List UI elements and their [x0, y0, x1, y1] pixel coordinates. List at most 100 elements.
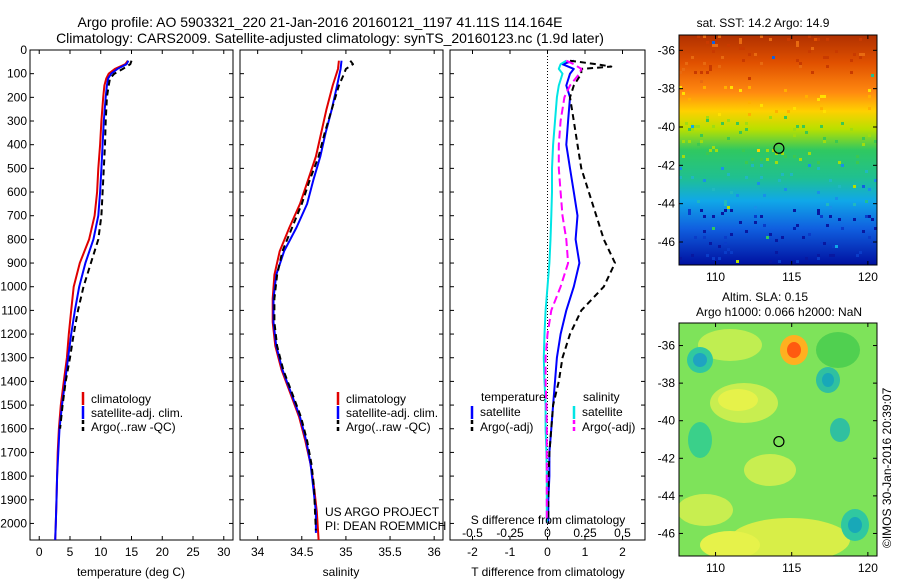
legend-s-argo-label: Argo(-adj)	[582, 420, 635, 434]
sst-pixel	[760, 62, 763, 65]
sst-pixel	[853, 203, 856, 206]
sst-map-frame	[678, 34, 878, 266]
series-line-argo-raw-qc-	[59, 60, 133, 429]
sst-pixel	[868, 107, 871, 110]
sst-pixel	[745, 230, 748, 233]
sst-pixel	[769, 38, 772, 41]
sst-pixel	[721, 212, 724, 215]
sst-pixel	[745, 122, 748, 125]
sst-pixel	[874, 140, 877, 143]
sst-pixel	[730, 209, 733, 212]
sst-pixel	[685, 122, 688, 125]
x-tick-label: 2	[619, 545, 626, 559]
sst-pixel	[856, 161, 859, 164]
sst-pixel	[799, 65, 802, 68]
sst-pixel	[805, 257, 808, 260]
depth-tick-label: 100	[7, 67, 27, 81]
sst-pixel	[817, 161, 820, 164]
x-tick-label: 20	[156, 545, 170, 559]
sst-pixel	[679, 257, 682, 260]
salinity-depth-ticks	[240, 49, 443, 524]
sst-pixel	[712, 125, 715, 128]
sst-pixel	[832, 245, 835, 248]
sla-map-panel: Altim. SLA: 0.15 Argo h1000: 0.066 h2000…	[658, 290, 879, 575]
sst-pixel	[820, 95, 823, 98]
sst-pixel	[763, 194, 766, 197]
legend-t-satellite-label: satellite	[480, 405, 521, 419]
sst-pixel	[769, 260, 772, 263]
difference-legend: temperature salinity satellite Argo(-adj…	[470, 390, 635, 434]
sst-pixel	[862, 230, 865, 233]
x-tick-label: 1	[582, 545, 589, 559]
sst-pixel	[817, 167, 820, 170]
depth-tick-label: 1600	[0, 422, 27, 436]
sst-pixel	[838, 218, 841, 221]
sst-pixel	[763, 224, 766, 227]
sst-pixel	[823, 56, 826, 59]
difference-panel: -2 -1 0 1 2 S difference from climatology -0…	[449, 49, 646, 579]
sst-pixel	[730, 233, 733, 236]
salinity-series	[271, 60, 354, 541]
argo-float-location-marker	[773, 142, 785, 154]
sst-pixel	[694, 125, 697, 128]
sst-pixel	[829, 179, 832, 182]
s-difference-ticks: -0.5 -0.25 0 0.25 0.5	[462, 526, 631, 540]
sst-pixel	[766, 158, 769, 161]
sst-pixel	[802, 236, 805, 239]
sst-pixel	[682, 92, 685, 95]
sst-pixel	[799, 158, 802, 161]
sst-pixel	[718, 65, 721, 68]
sst-pixel	[808, 35, 811, 38]
sst-pixel	[745, 128, 748, 131]
sst-pixel	[694, 71, 697, 74]
sst-pixel	[784, 116, 787, 119]
sst-pixel	[739, 221, 742, 224]
sst-pixel	[736, 194, 739, 197]
legend-s-satellite-label: satellite	[582, 405, 623, 419]
series-line-argo-adj-	[544, 59, 583, 524]
depth-tick-label: 1300	[0, 351, 27, 365]
sst-pixel	[772, 149, 775, 152]
lat-tick-label: -36	[658, 43, 676, 57]
sst-pixel	[688, 209, 691, 212]
sst-pixel	[790, 173, 793, 176]
lat-tick-label: -44	[658, 197, 676, 211]
sst-pixel	[697, 125, 700, 128]
sst-pixel	[829, 254, 832, 257]
legend-argo-label: Argo(..raw -QC)	[346, 420, 431, 434]
x-tick-label: 0	[544, 545, 551, 559]
depth-tick-label: 1200	[0, 327, 27, 341]
sst-pixel	[688, 128, 691, 131]
sst-pixel	[784, 155, 787, 158]
sst-map-title: sat. SST: 14.2 Argo: 14.9	[697, 16, 830, 30]
sst-pixel	[865, 200, 868, 203]
sst-pixel	[823, 242, 826, 245]
sst-pixel	[775, 152, 778, 155]
sst-pixel	[853, 53, 856, 56]
sst-pixel	[688, 140, 691, 143]
lat-tick-label: -46	[658, 526, 676, 540]
sst-pixel	[793, 227, 796, 230]
salinity-panel: 34 34.5 35 35.5 36 salinity climatology sate…	[239, 49, 446, 579]
sst-pixel	[871, 74, 874, 77]
sst-pixel	[865, 170, 868, 173]
sst-pixel	[715, 149, 718, 152]
sst-pixel	[679, 71, 682, 74]
depth-tick-label: 700	[7, 209, 27, 223]
depth-tick-label: 900	[7, 256, 27, 270]
legend-salinity-head: salinity	[583, 390, 620, 404]
sst-pixel	[820, 125, 823, 128]
sst-pixel	[694, 236, 697, 239]
salinity-legend: climatology satellite-adj. clim. Argo(..…	[336, 392, 438, 434]
sst-pixel	[682, 68, 685, 71]
sst-pixel	[775, 239, 778, 242]
sst-pixel	[766, 236, 769, 239]
sst-pixel	[727, 173, 730, 176]
sst-pixel	[817, 254, 820, 257]
depth-tick-label: 2000	[0, 516, 27, 530]
sst-pixel	[742, 59, 745, 62]
depth-tick-label: 300	[7, 114, 27, 128]
sst-pixel	[766, 149, 769, 152]
sst-pixel	[811, 47, 814, 50]
sst-pixel	[826, 38, 829, 41]
